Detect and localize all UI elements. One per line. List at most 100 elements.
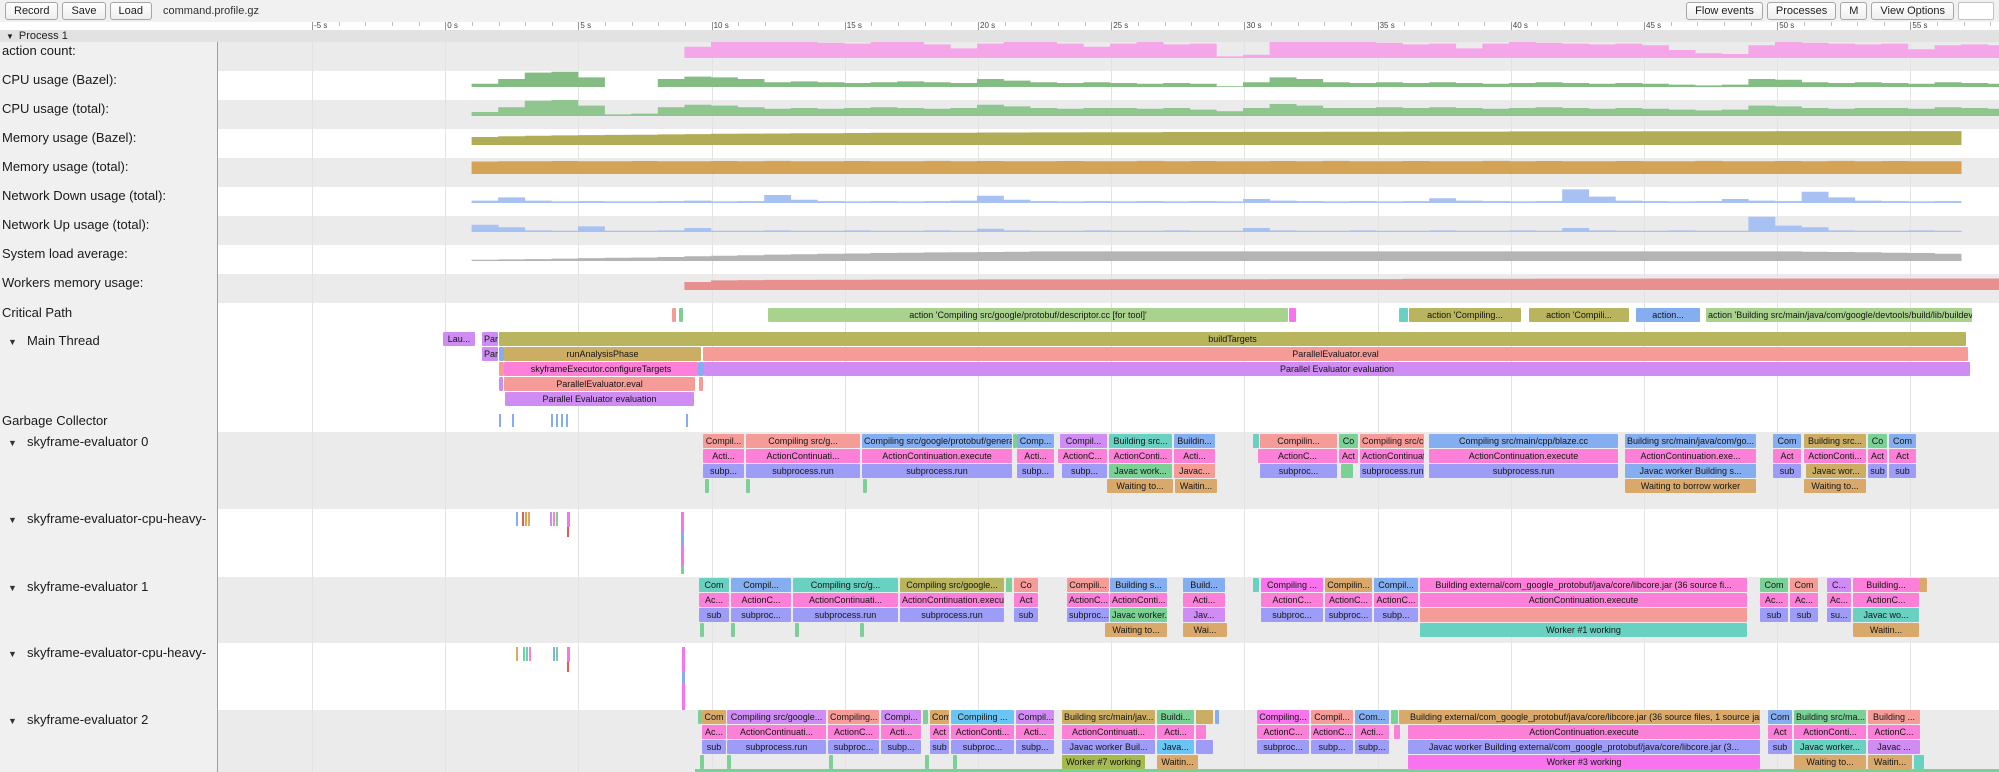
span[interactable]: ActionC... xyxy=(1868,725,1920,739)
span[interactable] xyxy=(746,479,750,493)
span[interactable]: Waitin... xyxy=(1157,755,1198,769)
span[interactable]: Javac worker... xyxy=(1110,608,1167,622)
span[interactable]: Waitin... xyxy=(1868,755,1912,769)
trace-mark[interactable] xyxy=(553,647,555,661)
span[interactable]: sub xyxy=(1768,740,1792,754)
span[interactable]: subproc... xyxy=(1260,464,1337,478)
span[interactable]: Ac... xyxy=(1760,593,1788,607)
span[interactable]: action... xyxy=(1636,308,1700,322)
span[interactable]: Javac wo... xyxy=(1853,608,1919,622)
trace-mark[interactable] xyxy=(681,512,684,532)
span[interactable]: ActionContinuation.execute xyxy=(900,593,1004,607)
disclosure-triangle-icon[interactable]: ▼ xyxy=(8,716,17,726)
span[interactable]: sub xyxy=(1773,464,1801,478)
span[interactable] xyxy=(1196,725,1206,739)
span[interactable]: sub xyxy=(930,740,949,754)
span[interactable]: Com... xyxy=(1355,710,1389,724)
span[interactable]: Co xyxy=(1014,578,1038,592)
record-button[interactable]: Record xyxy=(5,2,59,20)
span[interactable]: Act xyxy=(1339,449,1358,463)
span[interactable]: ActionConti... xyxy=(1110,593,1167,607)
counter-chart-system-load-average[interactable] xyxy=(0,245,1999,261)
span[interactable]: action 'Building src/main/java/com/googl… xyxy=(1706,308,1972,322)
span[interactable] xyxy=(698,710,702,724)
span[interactable]: subp... xyxy=(1311,740,1353,754)
counter-chart-workers-memory-usage[interactable] xyxy=(0,274,1999,290)
span[interactable]: Compiling src/core/... xyxy=(1360,434,1424,448)
trace-mark[interactable] xyxy=(567,647,570,662)
span[interactable]: Waiting to... xyxy=(1105,623,1167,637)
trace-mark[interactable] xyxy=(681,565,684,574)
span[interactable] xyxy=(1919,578,1927,592)
span[interactable] xyxy=(731,623,735,637)
trace-mark[interactable] xyxy=(550,512,552,526)
span[interactable] xyxy=(499,377,503,391)
trace-mark[interactable] xyxy=(681,532,684,546)
span[interactable]: ActionC... xyxy=(828,725,879,739)
span[interactable]: Act xyxy=(1868,449,1887,463)
counter-chart-action-count[interactable] xyxy=(0,42,1999,58)
span[interactable]: subproc... xyxy=(1257,740,1309,754)
trace-mark[interactable] xyxy=(567,527,569,537)
trace-mark[interactable] xyxy=(523,647,525,661)
span[interactable] xyxy=(1253,434,1259,448)
trace-mark[interactable] xyxy=(512,414,514,427)
span[interactable]: Compiling src/google/protobuf/generat... xyxy=(862,434,1012,448)
counter-chart-network-down-usage-total[interactable] xyxy=(0,187,1999,203)
trace-mark[interactable] xyxy=(682,672,685,684)
processes-button[interactable]: Processes xyxy=(1766,2,1837,20)
span[interactable]: action 'Compiling... xyxy=(1409,308,1521,322)
span[interactable]: subprocess.run xyxy=(1429,464,1618,478)
span[interactable]: subp... xyxy=(1374,608,1418,622)
span[interactable]: ActionConti... xyxy=(1804,449,1866,463)
span[interactable]: Java... xyxy=(1157,740,1194,754)
span[interactable] xyxy=(953,755,957,769)
span[interactable]: subp... xyxy=(1017,464,1054,478)
trace-mark[interactable] xyxy=(553,512,555,526)
span[interactable] xyxy=(705,479,709,493)
span[interactable] xyxy=(499,362,504,376)
span[interactable]: Compiling src/main/cpp/blaze.cc xyxy=(1429,434,1618,448)
trace-mark[interactable] xyxy=(556,647,558,661)
span[interactable]: Ac... xyxy=(1827,593,1851,607)
span[interactable]: ActionContinuati... xyxy=(746,449,860,463)
span[interactable]: Javac wor... xyxy=(1806,464,1866,478)
span[interactable] xyxy=(698,362,704,376)
span[interactable] xyxy=(1394,725,1400,739)
span[interactable]: Compil... xyxy=(731,578,791,592)
span[interactable]: Buildi... xyxy=(1157,710,1194,724)
track-label-skyframe-evaluator-0[interactable]: ▼ skyframe-evaluator 0 xyxy=(0,434,217,451)
span[interactable]: su... xyxy=(1827,608,1851,622)
span[interactable]: Compilin... xyxy=(1325,578,1372,592)
span[interactable]: Acti... xyxy=(1174,449,1215,463)
span[interactable]: Waitin... xyxy=(1853,623,1919,637)
span[interactable]: Compil... xyxy=(1311,710,1353,724)
span[interactable]: Comp... xyxy=(1017,434,1054,448)
span[interactable]: Javac worker Building external/com_googl… xyxy=(1408,740,1760,754)
span[interactable]: ActionContinuation.execute xyxy=(862,449,1012,463)
span[interactable]: Building... xyxy=(1853,578,1919,592)
track-label-skyframe-evaluator-1[interactable]: ▼ skyframe-evaluator 1 xyxy=(0,579,217,596)
span[interactable]: Com xyxy=(1768,710,1792,724)
span[interactable] xyxy=(1289,308,1296,322)
span[interactable]: subprocess.run xyxy=(793,608,898,622)
track-label-skyframe-evaluator-2[interactable]: ▼ skyframe-evaluator 2 xyxy=(0,712,217,729)
span[interactable]: ActionContinuation.execute xyxy=(1420,593,1747,607)
span[interactable]: Lau... xyxy=(443,332,475,346)
span[interactable]: Building external/com_google_protobuf/ja… xyxy=(1408,710,1760,724)
trace-mark[interactable] xyxy=(528,512,530,526)
span[interactable] xyxy=(499,347,504,361)
trace-mark[interactable] xyxy=(556,414,558,427)
span[interactable] xyxy=(1013,434,1017,448)
span[interactable]: subp... xyxy=(1355,740,1389,754)
span[interactable] xyxy=(1914,755,1924,769)
span[interactable]: Parallel Evaluator evaluation xyxy=(505,392,694,406)
disclosure-triangle-icon[interactable]: ▼ xyxy=(8,438,17,448)
span[interactable]: subp... xyxy=(1062,464,1107,478)
span[interactable]: Acti... xyxy=(1017,449,1054,463)
span[interactable]: Javac... xyxy=(1174,464,1215,478)
span[interactable]: Building src... xyxy=(1804,434,1866,448)
time-ruler[interactable]: -5 s 0 s 5 s 10 s 15 s 20 s 25 s 30 s 35 s 40 s 45… xyxy=(0,21,1999,30)
span[interactable]: Compiling src/g... xyxy=(793,578,898,592)
span[interactable]: runAnalysisPhase xyxy=(504,347,701,361)
